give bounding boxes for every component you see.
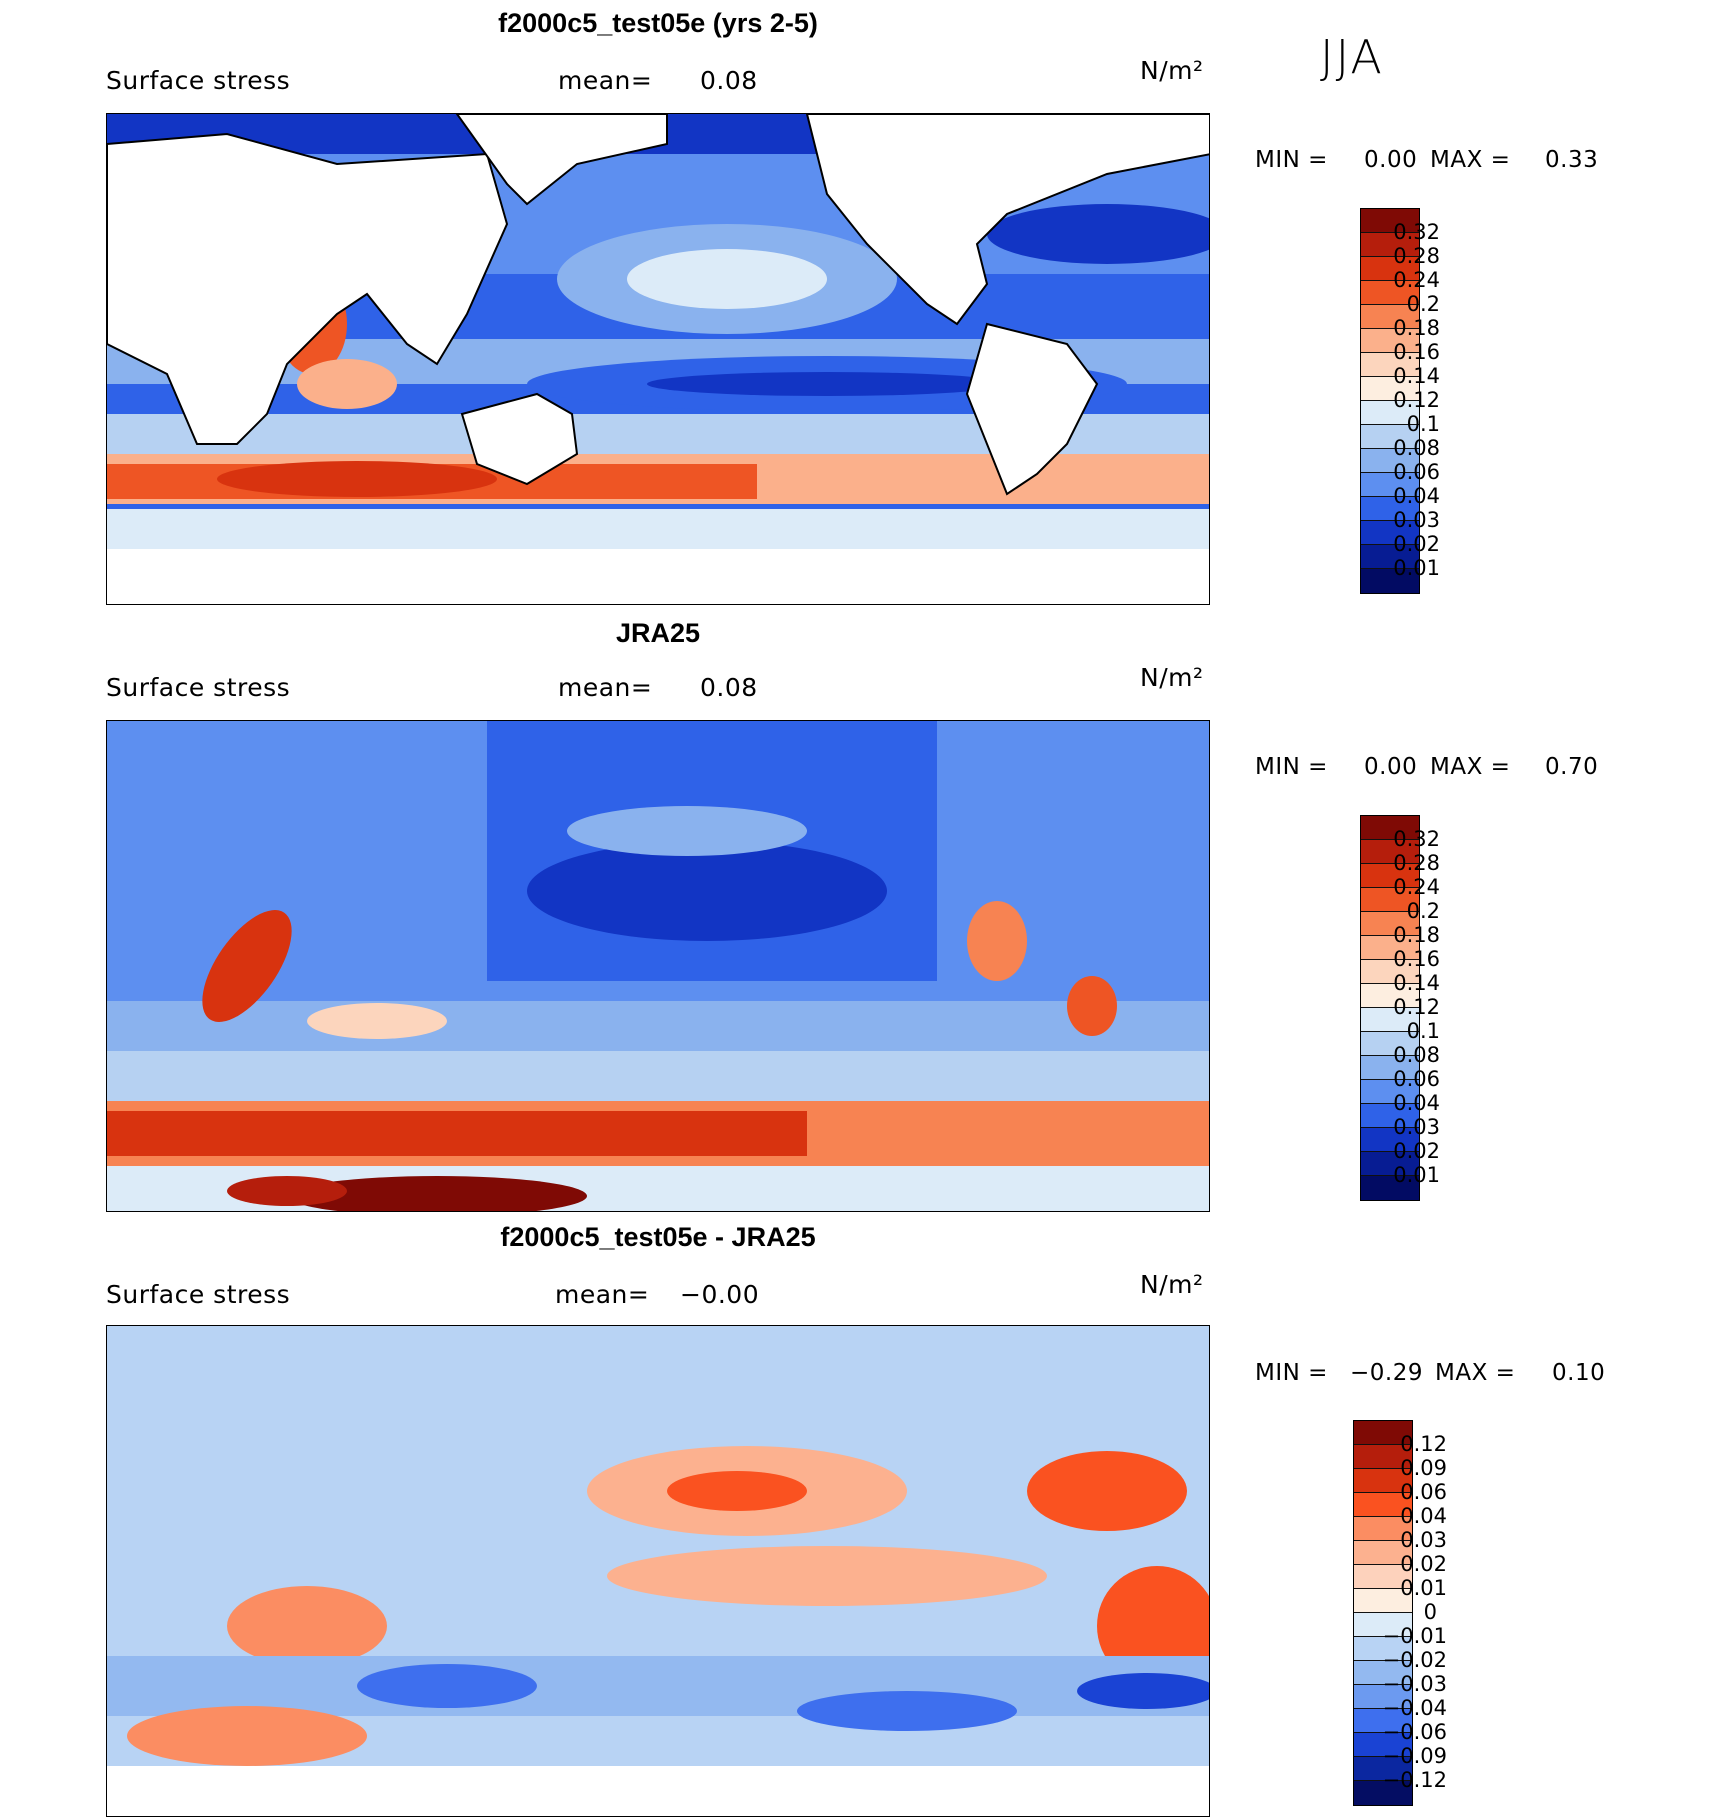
panel-title: f2000c5_test05e - JRA25 [500,1222,816,1252]
max-value: 0.10 [1552,1360,1606,1386]
map-diff [106,1325,1210,1817]
colorbar-tick: −0.09 [1382,1744,1447,1768]
surface-stress-field [107,114,1209,604]
colorbar-tick: 0.12 [1393,995,1440,1019]
colorbar-tick: 0.24 [1393,875,1440,899]
panel-title: JRA25 [615,618,701,648]
max-label: MAX = [1430,754,1511,780]
colorbar-tick: 0.04 [1393,484,1440,508]
map-obs [106,720,1210,1212]
colorbar-tick: 0.16 [1393,947,1440,971]
colorbar-tick: 0.03 [1393,1115,1440,1139]
colorbar-tick: 0.08 [1393,1043,1440,1067]
panel-title: f2000c5_test05e (yrs 2-5) [498,8,818,38]
mean-value: 0.08 [700,673,758,702]
colorbar-tick: 0.12 [1393,388,1440,412]
units-label: N/m² [1140,663,1204,692]
colorbar-tick: 0.01 [1400,1576,1447,1600]
min-label: MIN = [1255,1360,1328,1386]
colorbar-tick: −0.03 [1382,1672,1447,1696]
colorbar-tick: 0.2 [1406,899,1440,923]
min-value: −0.29 [1350,1360,1423,1386]
colorbar-tick: 0.12 [1400,1432,1447,1456]
colorbar-tick: −0.01 [1382,1624,1447,1648]
colorbar-tick: −0.02 [1382,1648,1447,1672]
variable-label: Surface stress [106,673,291,702]
surface-stress-difference-field [107,1326,1209,1816]
colorbar-tick: 0.02 [1400,1552,1447,1576]
colorbar-tick: 0.04 [1400,1504,1447,1528]
colorbar-tick: 0.06 [1393,460,1440,484]
colorbar-tick: 0.03 [1393,508,1440,532]
colorbar-tick: 0.28 [1393,851,1440,875]
colorbar-tick: 0.28 [1393,244,1440,268]
min-value: 0.00 [1364,754,1418,780]
colorbar-tick: 0.02 [1393,532,1440,556]
colorbar-tick: 0.2 [1406,292,1440,316]
max-label: MAX = [1435,1360,1516,1386]
colorbar-tick: −0.04 [1382,1696,1447,1720]
units-label: N/m² [1140,56,1204,85]
mean-label: mean= [558,673,653,702]
colorbar-tick: 0.24 [1393,268,1440,292]
colorbar-swatches [1353,1420,1413,1806]
surface-stress-field [107,721,1209,1211]
variable-label: Surface stress [106,66,291,95]
colorbar-tick: −0.12 [1382,1768,1447,1792]
max-value: 0.33 [1545,147,1599,173]
mean-label: mean= [555,1280,650,1309]
colorbar-tick: 0 [1423,1600,1437,1624]
season-label: JJA [1320,30,1384,84]
mean-label: mean= [558,66,653,95]
mean-value: −0.00 [680,1280,760,1309]
colorbar-tick: 0.1 [1406,1019,1440,1043]
colorbar-tick: 0.14 [1393,364,1440,388]
min-label: MIN = [1255,754,1328,780]
colorbar-tick: 0.14 [1393,971,1440,995]
colorbar-tick: 0.09 [1400,1456,1447,1480]
colorbar-tick: 0.18 [1393,923,1440,947]
map-model [106,113,1210,605]
colorbar-tick: 0.03 [1400,1528,1447,1552]
colorbar-tick: 0.02 [1393,1139,1440,1163]
colorbar-tick: 0.01 [1393,1163,1440,1187]
variable-label: Surface stress [106,1280,291,1309]
max-label: MAX = [1430,147,1511,173]
colorbar-tick: 0.16 [1393,340,1440,364]
min-value: 0.00 [1364,147,1418,173]
colorbar-tick: −0.06 [1382,1720,1447,1744]
colorbar-tick: 0.18 [1393,316,1440,340]
max-value: 0.70 [1545,754,1599,780]
colorbar-tick: 0.1 [1406,412,1440,436]
colorbar-tick: 0.04 [1393,1091,1440,1115]
colorbar-tick: 0.32 [1393,827,1440,851]
min-label: MIN = [1255,147,1328,173]
mean-value: 0.08 [700,66,758,95]
colorbar-tick: 0.06 [1400,1480,1447,1504]
colorbar-tick: 0.32 [1393,220,1440,244]
colorbar-tick: 0.01 [1393,556,1440,580]
units-label: N/m² [1140,1270,1204,1299]
colorbar-swatches [1360,815,1420,1201]
colorbar-tick: 0.08 [1393,436,1440,460]
colorbar-tick: 0.06 [1393,1067,1440,1091]
colorbar-swatches [1360,208,1420,594]
